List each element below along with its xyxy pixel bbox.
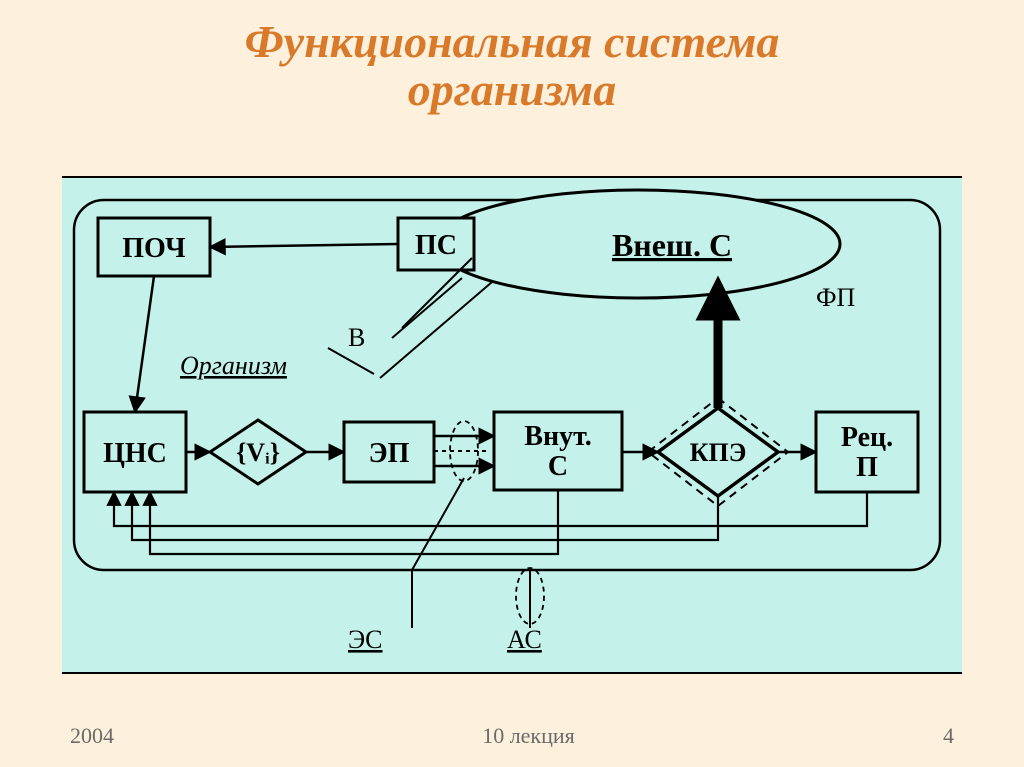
svg-text:С: С	[548, 451, 568, 482]
svg-text:ПОЧ: ПОЧ	[122, 233, 186, 264]
svg-text:КПЭ: КПЭ	[690, 438, 747, 467]
footer-page: 4	[943, 723, 954, 749]
svg-text:ЭП: ЭП	[369, 438, 410, 469]
slide-footer: 2004 10 лекция 4	[0, 723, 1024, 749]
svg-text:{Vᵢ}: {Vᵢ}	[236, 438, 280, 467]
svg-text:Внут.: Внут.	[524, 421, 591, 452]
slide: Функциональная система организма Внеш. С…	[0, 0, 1024, 767]
svg-text:Организм: Организм	[180, 351, 287, 380]
svg-text:В: В	[348, 323, 365, 352]
title-line-2: организма	[408, 64, 616, 115]
diagram-container: Внеш. С ПОЧ ПС ЦНС {Vᵢ} ЭП Внут.С КПЭ Рец.П Орган…	[62, 176, 962, 674]
svg-text:ФП: ФП	[816, 283, 856, 312]
svg-text:АС: АС	[507, 625, 542, 654]
svg-text:ЭС: ЭС	[348, 625, 383, 654]
footer-center: 10 лекция	[482, 723, 575, 749]
title-line-1: Функциональная система	[245, 16, 780, 67]
svg-text:Рец.: Рец.	[841, 422, 893, 453]
footer-year: 2004	[70, 723, 114, 749]
svg-text:Внеш. С: Внеш. С	[612, 227, 732, 263]
svg-text:ПС: ПС	[415, 230, 457, 261]
svg-text:П: П	[856, 452, 878, 483]
diagram-svg: Внеш. С ПОЧ ПС ЦНС {Vᵢ} ЭП Внут.С КПЭ Рец.П Орган…	[62, 178, 962, 672]
svg-text:ЦНС: ЦНС	[103, 438, 167, 469]
slide-title: Функциональная система организма	[0, 0, 1024, 115]
